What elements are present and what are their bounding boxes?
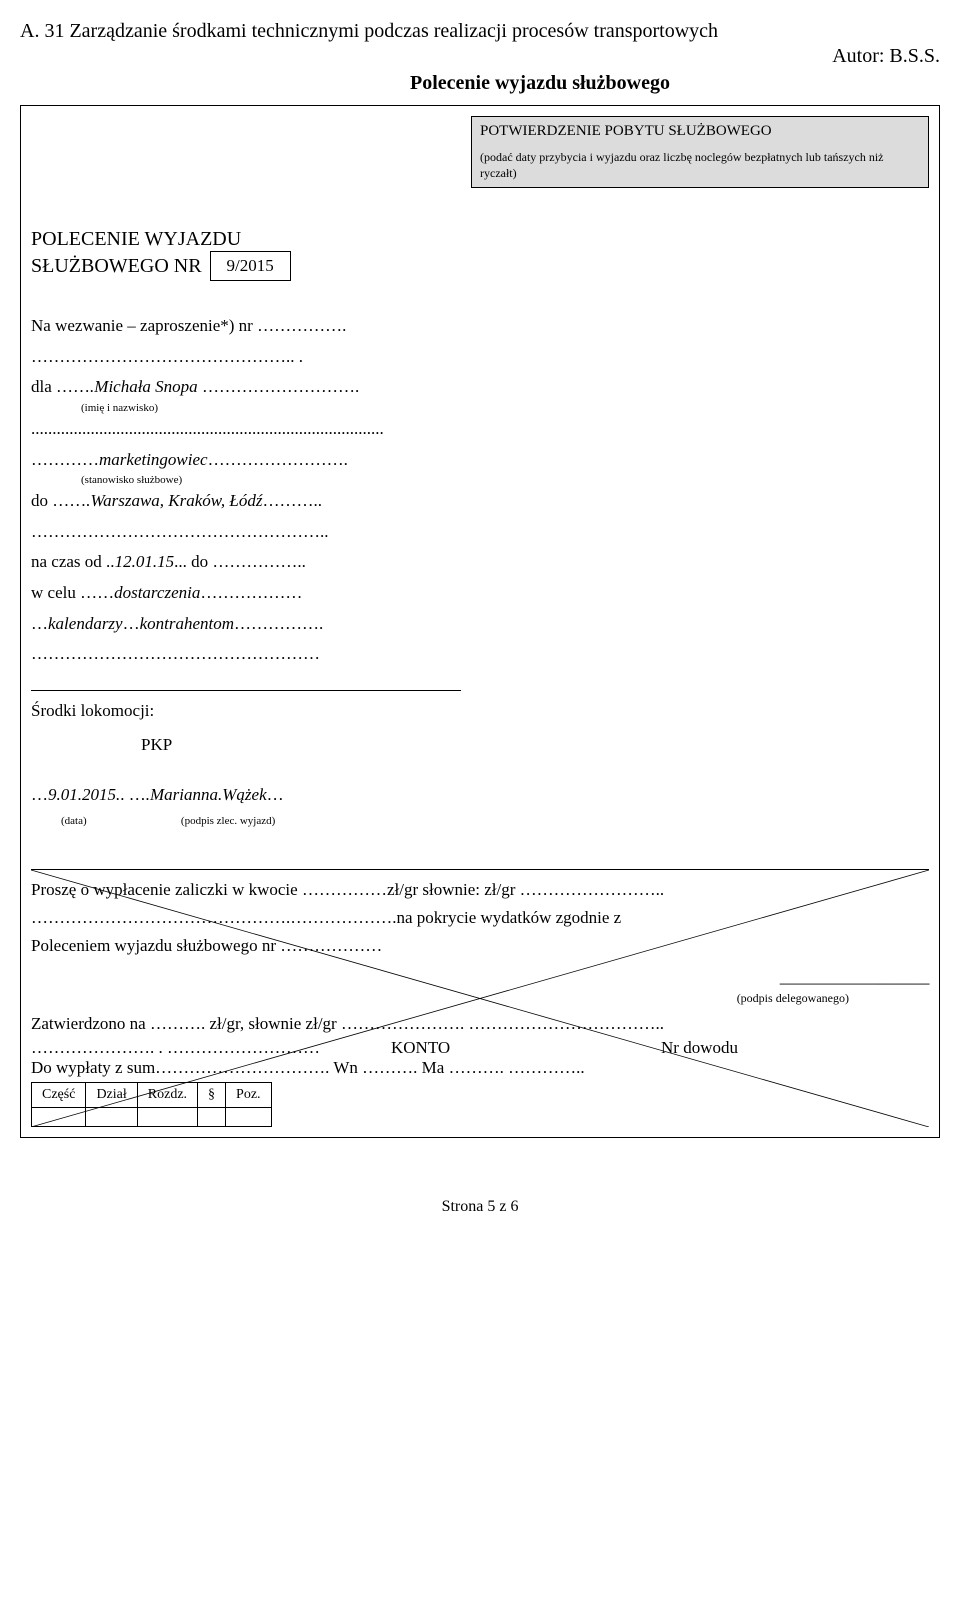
konto-label: KONTO	[391, 1038, 661, 1058]
call-line2: ……………………………………….. .	[31, 342, 461, 373]
delegate-label: (podpis delegowanego)	[31, 991, 849, 1006]
page: A. 31 Zarządzanie środkami technicznymi …	[20, 20, 940, 1216]
form-box: POTWIERDZENIE POBYTU SŁUŻBOWEGO (podać d…	[20, 105, 940, 1138]
document-subtitle: Polecenie wyjazdu służbowego	[140, 72, 940, 95]
advance-line1: Proszę o wypłacenie zaliczki w kwocie ………	[31, 880, 929, 900]
th-poz: Poz.	[226, 1082, 272, 1107]
lower-section: Proszę o wypłacenie zaliczki w kwocie ………	[31, 869, 929, 1127]
order-line2-prefix: SŁUŻBOWEGO NR	[31, 255, 202, 278]
approved-line2: …………………. . ………………………	[31, 1038, 391, 1058]
th-rozdz: Rozdz.	[137, 1082, 197, 1107]
confirmation-title: POTWIERDZENIE POBYTU SŁUŻBOWEGO	[480, 123, 920, 140]
dots-line1: ........................................…	[31, 414, 461, 445]
cell-empty	[226, 1107, 272, 1126]
dots-line2: ……………………………………………..	[31, 517, 461, 548]
th-czesc: Część	[32, 1082, 86, 1107]
cell-empty	[86, 1107, 137, 1126]
date-sign-labels: (data) (podpis zlec. wyjazd)	[31, 809, 461, 829]
date-sign-row: …9.01.2015.. ….Marianna.Wążek…	[31, 785, 461, 805]
signature-dashes: ----------------------------------------…	[31, 976, 929, 991]
order-number-box: 9/2015	[210, 251, 291, 281]
transport-value: PKP	[141, 735, 461, 755]
th-paragraph: §	[198, 1082, 226, 1107]
confirmation-note: (podać daty przybycia i wyjazdu oraz lic…	[480, 150, 920, 181]
purpose-line2: …kalendarzy…kontrahentom…………….	[31, 609, 461, 640]
cell-empty	[137, 1107, 197, 1126]
th-dzial: Dział	[86, 1082, 137, 1107]
transport-label: Środki lokomocji:	[31, 701, 461, 721]
position-hint: (stanowisko służbowe)	[81, 475, 461, 486]
payout-line: Do wypłaty z sum…………………………. Wn ………. Ma ……	[31, 1058, 929, 1078]
transport-block: Środki lokomocji: PKP …9.01.2015.. ….Mar…	[31, 690, 461, 829]
name-hint: (imię i nazwisko)	[81, 403, 461, 414]
nr-dowodu-label: Nr dowodu	[661, 1038, 738, 1058]
course-title: A. 31 Zarządzanie środkami technicznymi …	[20, 20, 940, 43]
advance-line3: Poleceniem wyjazdu służbowego nr ………………	[31, 936, 929, 956]
order-header: POLECENIE WYJAZDU SŁUŻBOWEGO NR 9/2015	[31, 228, 929, 281]
accounting-table: Część Dział Rozdz. § Poz.	[31, 1082, 272, 1127]
advance-line2: ……………………………………….……………….na pokrycie wydat…	[31, 908, 929, 928]
approved-line: Zatwierdzono na ………. zł/gr, słownie zł/g…	[31, 1014, 929, 1034]
page-footer: Strona 5 z 6	[20, 1198, 940, 1216]
author: Autor: B.S.S.	[20, 45, 940, 68]
dots-line3: ……………………………………………	[31, 639, 461, 670]
order-line1: POLECENIE WYJAZDU	[31, 228, 929, 251]
table-row: Część Dział Rozdz. § Poz.	[32, 1082, 272, 1107]
dla-line: dla …….Michała Snopa ……………………….	[31, 372, 461, 403]
call-line: Na wezwanie – zaproszenie*) nr …………….	[31, 311, 461, 342]
delegate-sign-block: ----------------------------------------…	[31, 976, 929, 1006]
table-row	[32, 1107, 272, 1126]
order-nr-row: SŁUŻBOWEGO NR 9/2015	[31, 251, 929, 281]
purpose-line: w celu ……dostarczenia………………	[31, 578, 461, 609]
stay-confirmation-box: POTWIERDZENIE POBYTU SŁUŻBOWEGO (podać d…	[471, 116, 929, 188]
konto-row-wrap: …………………. . ……………………… KONTO Nr dowodu	[31, 1038, 929, 1058]
position-line: …………marketingowiec…………………….	[31, 445, 461, 476]
cell-empty	[32, 1107, 86, 1126]
cell-empty	[198, 1107, 226, 1126]
fields-block: Na wezwanie – zaproszenie*) nr ……………. ………	[31, 311, 461, 670]
time-line: na czas od ..12.01.15... do ……………..	[31, 547, 461, 578]
destination-line: do …….Warszawa, Kraków, Łódź………..	[31, 486, 461, 517]
